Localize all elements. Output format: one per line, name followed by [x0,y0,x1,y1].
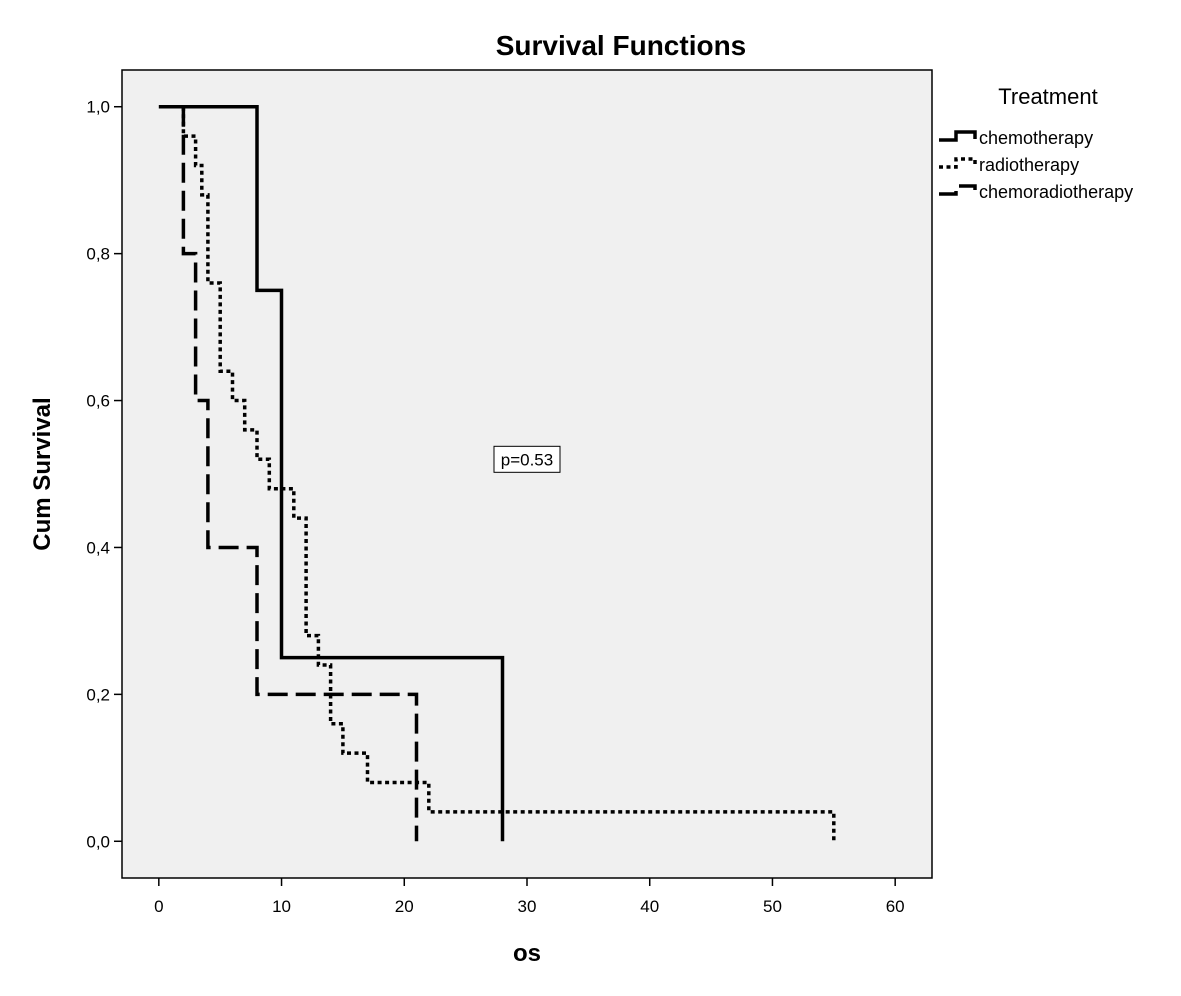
x-tick-label: 20 [395,897,414,916]
x-axis-label: os [513,940,541,967]
x-axis: 0 10 20 30 40 50 60 [154,878,905,916]
p-value-annotation: p=0.53 [493,445,561,473]
plot-area [121,69,933,879]
series-line-chemotherapy [158,104,505,842]
y-axis: 0,0 0,2 0,4 0,6 0,8 1,0 [86,98,122,851]
legend-label-radiotherapy: radiotherapy [979,155,1079,175]
legend-swatch-chemotherapy [939,130,977,142]
series-line-radiotherapy [181,106,836,842]
legend-label-chemoradiotherapy: chemoradiotherapy [979,182,1133,202]
legend-label-chemotherapy: chemotherapy [979,128,1093,148]
y-tick-label: 0,8 [86,245,110,264]
annotation-text: p=0.53 [501,450,553,469]
x-tick-label: 60 [886,897,905,916]
y-axis-label: Cum Survival [29,397,56,550]
series-lines [158,104,836,842]
legend-swatch-radiotherapy [939,157,977,169]
chart-title: Survival Functions [496,30,747,61]
legend: Treatment chemotherapy radiotherapy chemor… [939,84,1133,202]
y-tick-label: 0,0 [86,832,110,851]
annotation-box [493,445,561,473]
legend-title: Treatment [998,84,1097,109]
legend-swatch-chemoradiotherapy [939,184,977,196]
series-line-chemoradiotherapy [181,106,419,842]
x-tick-label: 10 [272,897,291,916]
x-tick-label: 0 [154,897,163,916]
y-tick-label: 0,6 [86,392,110,411]
x-tick-label: 40 [640,897,659,916]
y-tick-label: 1,0 [86,98,110,117]
y-tick-label: 0,4 [86,538,110,557]
x-tick-label: 50 [763,897,782,916]
y-tick-label: 0,2 [86,685,110,704]
x-tick-label: 30 [518,897,537,916]
